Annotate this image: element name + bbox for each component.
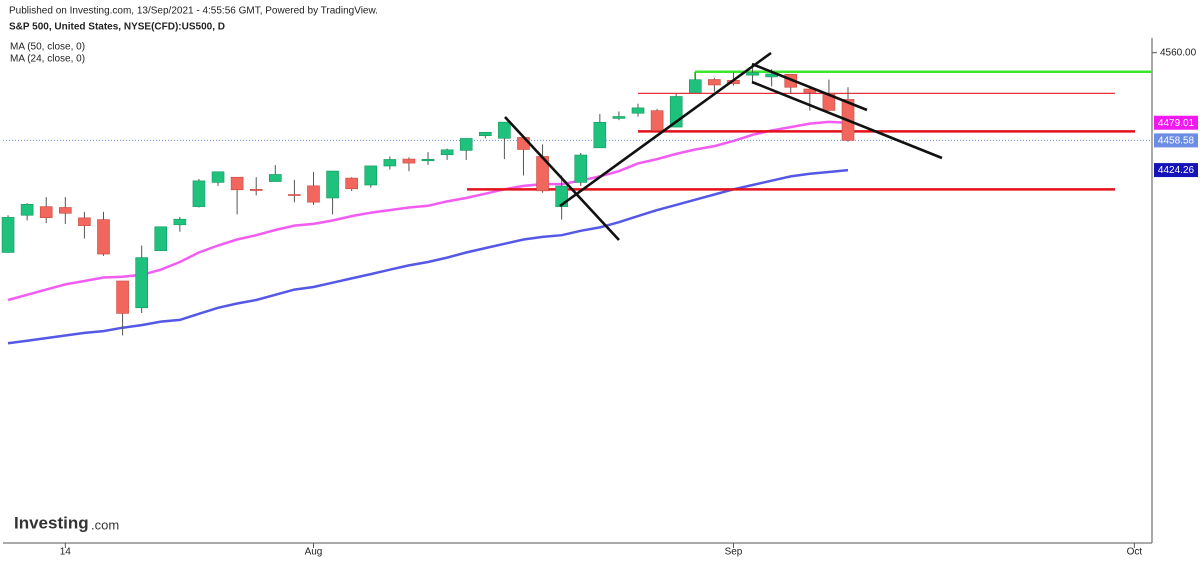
candle-body — [269, 174, 282, 182]
trendline — [751, 80, 943, 160]
candle-body — [478, 131, 492, 137]
candle-body — [383, 159, 397, 167]
candle-body — [498, 121, 511, 139]
candle-body — [345, 177, 358, 190]
logo-suffix: .com — [91, 517, 119, 532]
y-tick-label: 4560.00 — [1160, 47, 1197, 58]
logo: Investing — [14, 513, 89, 532]
x-tick-label: 14 — [60, 547, 72, 558]
price-label: 4479.01 — [1158, 118, 1195, 129]
candle-body — [593, 121, 607, 149]
legend-entry: MA (24, close, 0) — [10, 54, 85, 65]
chart-title: S&P 500, United States, NYSE(CFD):US500,… — [9, 22, 225, 33]
trendline — [751, 62, 868, 112]
candle-body — [421, 158, 435, 162]
candle-body — [20, 204, 34, 216]
candle-body — [822, 93, 836, 111]
trendline — [559, 51, 772, 208]
candle-body — [39, 206, 53, 218]
candle-body — [708, 79, 721, 86]
candle-body — [631, 107, 645, 114]
price-label-box — [1154, 115, 1198, 130]
trendline — [504, 116, 620, 241]
x-tick-label: Oct — [1127, 547, 1143, 558]
candle-body — [612, 116, 626, 119]
candle-body — [211, 171, 225, 183]
candle-body — [746, 72, 759, 76]
candle-body — [402, 158, 416, 164]
candle-body — [650, 110, 664, 131]
candle-body — [574, 154, 588, 183]
ma-line — [7, 120, 849, 302]
x-tick-label: Sep — [725, 547, 743, 558]
candle-body — [307, 185, 320, 203]
candle-body — [688, 79, 702, 93]
candle-body — [59, 207, 72, 214]
candle-body — [78, 217, 91, 226]
chart-subtitle: Published on Investing.com, 13/Sep/2021 … — [9, 6, 378, 17]
candle-body — [97, 219, 110, 255]
candle-body — [459, 138, 473, 151]
price-label: 4458.58 — [1158, 136, 1195, 147]
price-label-box — [1154, 133, 1198, 148]
candle-body — [230, 176, 244, 191]
candle-body — [249, 189, 263, 191]
price-label-box — [1154, 163, 1198, 178]
candle-body — [326, 170, 339, 199]
candle-body — [517, 137, 530, 150]
candle-body — [192, 180, 206, 207]
candle-body — [154, 226, 168, 252]
trendlines — [504, 51, 943, 241]
candle-body — [135, 257, 148, 309]
x-tick-label: Aug — [305, 547, 323, 558]
price-label: 4424.26 — [1158, 165, 1195, 176]
candle-body — [173, 218, 187, 226]
candle-body — [440, 149, 454, 156]
candle-body — [364, 165, 378, 186]
ma-line — [7, 168, 849, 345]
candle-body — [1, 217, 15, 253]
legend-entry: MA (50, close, 0) — [10, 42, 85, 53]
candle-body — [116, 280, 129, 314]
candle-body — [288, 194, 301, 196]
